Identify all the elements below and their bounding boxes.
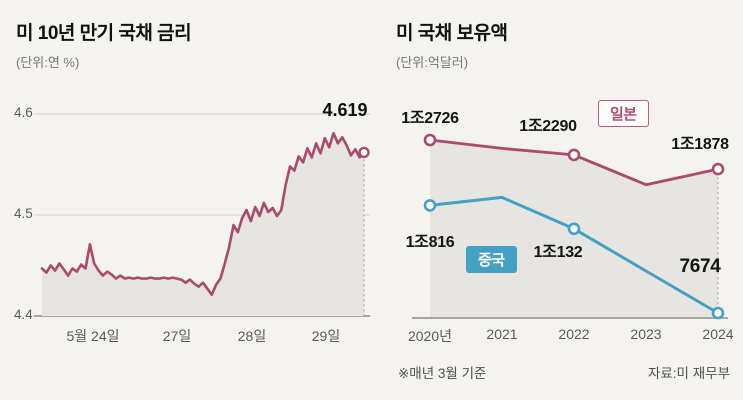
china-value-2020: 1조816: [405, 234, 455, 251]
china-value-2022: 1조132: [533, 244, 583, 261]
x-tick-may24: 5월 24일: [66, 328, 120, 344]
left-chart-title: 미 10년 만기 국채 금리: [16, 23, 192, 44]
y-tick-4-6: 4.6: [14, 105, 33, 120]
x-tick-27: 27일: [162, 328, 192, 344]
yield-line-chart-canvas: [34, 113, 370, 317]
x-tick-29: 29일: [311, 328, 341, 344]
japan-value-2022: 1조2290: [519, 118, 577, 135]
x-tick-2024: 2024: [702, 326, 734, 342]
japan-value-2020: 1조2726: [401, 110, 459, 127]
right-chart-unit: (단위:억달러): [396, 55, 469, 70]
x-tick-2020: 2020년: [407, 328, 453, 344]
y-tick-4-4: 4.4: [14, 307, 33, 322]
left-chart-unit: (단위:연 %): [16, 55, 80, 70]
footnote-source: 자료:미 재무부: [647, 366, 730, 381]
japan-series-badge: 일본: [598, 100, 649, 127]
last-yield-annotation: 4.619: [322, 100, 368, 120]
footnote-basis: ※매년 3월 기준: [398, 366, 487, 381]
right-chart-title: 미 국채 보유액: [396, 23, 508, 44]
left-chart-panel: 미 10년 만기 국채 금리 (단위:연 %) 4.6 4.5 4.4 4.61…: [12, 10, 380, 395]
x-tick-2021: 2021: [486, 326, 518, 342]
japan-value-2024: 1조1878: [671, 136, 729, 153]
china-value-2024: 7674: [679, 256, 721, 277]
x-tick-2022: 2022: [558, 326, 590, 342]
holdings-line-chart-canvas: [412, 133, 728, 320]
y-tick-4-5: 4.5: [14, 206, 33, 221]
right-chart-panel: 미 국채 보유액 (단위:억달러) 1조2726 1조2290 1조1878 일…: [392, 10, 734, 395]
x-tick-2023: 2023: [630, 326, 662, 342]
china-series-badge: 중국: [466, 246, 517, 273]
x-tick-28: 28일: [237, 328, 267, 344]
